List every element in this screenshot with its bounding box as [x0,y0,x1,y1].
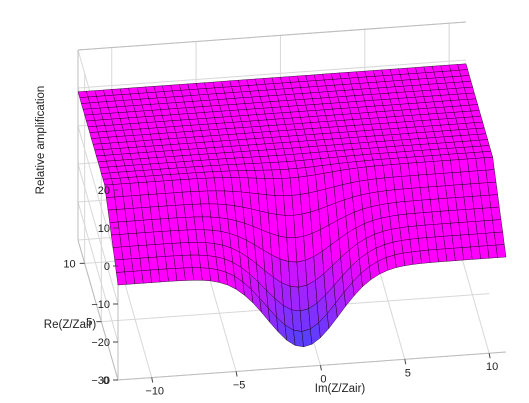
x-tick-label: 10 [486,361,498,373]
axes: −30 −20 −10 0 10 20 −10 −5 0 5 10 0 5 10 [63,185,498,398]
x-tick-label: −5 [233,379,246,391]
x-tick-label: 5 [405,367,411,379]
x-tick [488,353,491,359]
surface-facet [468,104,480,112]
x-tick [151,377,154,383]
surface-facet [488,194,500,208]
z-tick-label: −10 [91,299,110,311]
surface-facet [467,98,479,106]
surface-facet [470,110,482,118]
x-tick [235,371,238,377]
x-tick-label: −10 [145,386,164,398]
grid-line [77,125,119,267]
surface [77,63,507,348]
surface-facet [487,181,498,196]
surface-facet [473,121,485,129]
surface-facet [465,92,477,100]
z-axis-label: Relative amplification [35,86,47,195]
surface-facet [462,81,474,88]
surface-facet [480,145,492,153]
box-edge [117,351,507,381]
surface-facet [477,133,489,141]
z-tick-label: 20 [98,185,110,197]
surface-facet [458,69,470,77]
surface-facet [482,151,494,158]
grid-line [77,201,119,343]
surface-facet [493,231,505,246]
surface-facet [492,219,503,233]
z-tick-label: 0 [104,261,110,273]
y-tick-label: 5 [86,317,92,329]
y-axis-label: Re(Z/Zair) [44,319,97,331]
x-axis-label: Im(Z/Zair) [315,383,366,395]
surface-facet [483,156,495,171]
x-tick [404,359,407,365]
surface-facet [485,169,497,183]
surface-facet [217,269,228,286]
z-tick-label: −20 [91,337,110,349]
y-tick-label: 0 [103,375,109,387]
surface-facet [490,206,502,221]
surface-facet [475,127,487,135]
surface-facet [457,63,469,71]
x-tick [319,365,322,371]
z-tick-label: 10 [98,223,110,235]
surface-facet [460,75,472,83]
grid-line [77,59,467,89]
surface-facet [472,116,484,123]
surface-facet [478,139,490,147]
x-tick-label: 0 [320,373,326,385]
y-tick-label: 10 [63,258,75,270]
grid-line [77,163,119,305]
box-edge [77,21,467,51]
z-tick-label: −30 [91,375,110,387]
surface-facet [463,86,475,94]
surface-facet [495,244,507,258]
